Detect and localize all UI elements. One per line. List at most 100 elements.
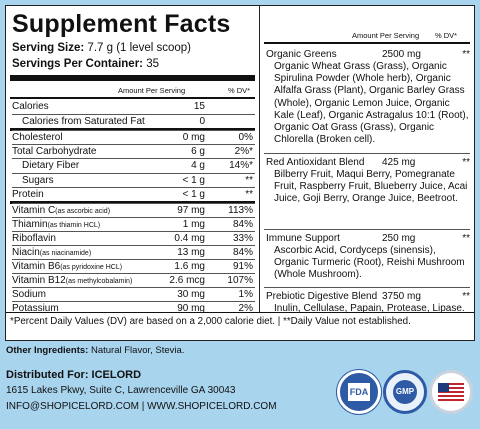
blend-amount: 425 mg <box>382 157 416 168</box>
blend-amount: 2500 mg <box>382 49 421 60</box>
blend-title: Immune Support <box>266 233 340 244</box>
nutrient-amount: 90 mg <box>177 303 205 315</box>
dv-header: % DV* <box>228 86 251 95</box>
amount-header: Amount Per Serving <box>118 86 186 95</box>
nutrient-dv: 2%* <box>234 146 253 158</box>
nutrient-dv: 84% <box>232 247 253 258</box>
nutrient-amount: 97 mg <box>177 204 205 216</box>
nutrient-name: Calories from Saturated Fat <box>22 116 145 128</box>
nutrient-dv: 1% <box>238 289 253 301</box>
nutrient-name: Sugars <box>22 174 54 186</box>
blend-ingredients: Ascorbic Acid, Cordyceps (sinensis), Org… <box>274 245 465 281</box>
blend-separator <box>264 287 470 288</box>
nutrient-amount: 6 g <box>191 146 205 158</box>
nutrient-amount: 15 <box>193 101 205 112</box>
section-rule <box>10 128 255 132</box>
nutrient-amount: 13 mg <box>177 247 205 258</box>
nutrient-dv: 107% <box>227 275 253 287</box>
fda-badge-icon: FDA <box>337 370 381 414</box>
nutrient-row: Cholesterol 0 mg 0% <box>12 130 255 145</box>
blend-dv: ** <box>462 233 470 244</box>
servings-per-container: Servings Per Container: 35 <box>12 58 160 70</box>
nutrient-row: Potassium 90 mg 2% <box>12 301 255 316</box>
nutrient-amount: 0.4 mg <box>174 232 205 244</box>
nutrient-amount: 0 mg <box>182 132 205 144</box>
facts-left-column: Supplement Facts Serving Size: 7.7 g (1 … <box>6 6 260 314</box>
distributor-address: 1615 Lakes Pkwy, Suite C, Lawrenceville … <box>6 385 236 396</box>
nutrient-amount: < 1 g <box>182 174 205 186</box>
gmp-badge-icon: GMP <box>383 370 427 414</box>
blend-amount: 250 mg <box>382 233 416 244</box>
nutrient-name: Thiamin(as thiamin HCL) <box>12 218 101 230</box>
nutrient-dv: 0% <box>238 132 253 144</box>
nutrient-amount: < 1 g <box>182 188 205 200</box>
nutrient-name: Vitamin B12(as methylcobalamin) <box>12 275 133 287</box>
blend-title: Red Antioxidant Blend <box>266 157 365 168</box>
thick-rule <box>10 75 255 81</box>
footnote: *Percent Daily Values (DV) are based on … <box>10 316 411 327</box>
nutrient-row: Vitamin B12(as methylcobalamin) 2.6 mcg 10… <box>12 273 255 288</box>
other-ingredients: Other Ingredients: Natural Flavor, Stevi… <box>6 345 185 356</box>
nutrient-name: Cholesterol <box>12 132 63 144</box>
nutrient-name: Calories <box>12 101 49 112</box>
nutrient-amount: 0 <box>199 116 205 128</box>
nutrient-amount: 30 mg <box>177 289 205 301</box>
nutrient-dv: 2% <box>238 303 253 315</box>
nutrient-row: Protein < 1 g ** <box>12 186 255 202</box>
blend-block: Prebiotic Digestive Blend 3750 mg ** Inulin… <box>266 290 470 315</box>
label-title: Supplement Facts <box>12 10 231 38</box>
nutrient-name: Vitamin B6(as pyridoxine HCL) <box>12 261 123 273</box>
nutrient-row: Riboflavin 0.4 mg 33% <box>12 230 255 246</box>
footnote-rule <box>6 312 474 313</box>
header-rule-right <box>264 42 470 44</box>
nutrient-dv: ** <box>245 188 253 200</box>
blend-block: Red Antioxidant Blend 425 mg ** Bilberry Fr… <box>266 156 470 206</box>
blend-dv: ** <box>462 49 470 60</box>
nutrient-dv: ** <box>245 174 253 186</box>
blend-right-column: Amount Per Serving % DV* Organic Greens 2… <box>260 6 474 315</box>
supplement-facts-label: Supplement Facts Serving Size: 7.7 g (1 … <box>5 5 475 341</box>
amount-header-right: Amount Per Serving <box>352 31 420 40</box>
blend-ingredients: Organic Wheat Grass (Grass), Organic Spi… <box>274 61 469 146</box>
blend-title: Organic Greens <box>266 49 337 60</box>
nutrient-amount: 1 mg <box>182 218 205 230</box>
nutrient-name: Riboflavin <box>12 232 56 244</box>
section-rule <box>10 200 255 204</box>
nutrient-row: Calories from Saturated Fat 0 <box>12 114 255 129</box>
nutrient-amount: 2.6 mcg <box>169 275 205 287</box>
serving-size: Serving Size: 7.7 g (1 level scoop) <box>12 42 191 54</box>
nutrient-row: Dietary Fiber 4 g 14%* <box>12 158 255 173</box>
blend-dv: ** <box>462 157 470 168</box>
nutrient-row: Sugars < 1 g ** <box>12 172 255 188</box>
nutrient-row: Niacin(as niacinamide) 13 mg 84% <box>12 245 255 260</box>
blend-dv: ** <box>462 291 470 302</box>
nutrient-dv: 33% <box>232 232 253 244</box>
nutrient-amount: 1.6 mg <box>174 261 205 273</box>
blend-block: Organic Greens 2500 mg ** Organic Wheat Gra… <box>266 48 470 146</box>
nutrient-amount: 4 g <box>191 160 205 172</box>
nutrient-row: Vitamin B6(as pyridoxine HCL) 1.6 mg 91% <box>12 259 255 274</box>
nutrient-row: Total Carbohydrate 6 g 2%* <box>12 144 255 159</box>
nutrient-name: Sodium <box>12 289 46 301</box>
header-rule <box>10 97 255 99</box>
nutrient-name: Potassium <box>12 303 59 315</box>
nutrient-dv: 14%* <box>229 160 253 172</box>
blend-title: Prebiotic Digestive Blend <box>266 291 378 302</box>
blend-block: Immune Support 250 mg ** Ascorbic Acid, Cor… <box>266 232 470 282</box>
us-flag-icon <box>429 370 473 414</box>
blend-ingredients: Inulin, Cellulase, Papain, Protease, Lip… <box>274 303 465 314</box>
nutrient-name: Dietary Fiber <box>22 160 80 172</box>
nutrient-row: Sodium 30 mg 1% <box>12 287 255 302</box>
dv-header-right: % DV* <box>435 31 458 40</box>
distributor-info: Distributed For: ICELORD 1615 Lakes Pkwy… <box>6 367 277 415</box>
nutrient-dv: 113% <box>228 204 253 216</box>
nutrient-dv: 84% <box>232 218 253 230</box>
distributor-name: Distributed For: ICELORD <box>6 369 142 381</box>
blend-separator <box>264 229 470 230</box>
certification-badges: FDA GMP <box>337 370 477 420</box>
nutrient-row: Thiamin(as thiamin HCL) 1 mg 84% <box>12 216 255 232</box>
distributor-contact: INFO@SHOPICELORD.COM | WWW.SHOPICELORD.C… <box>6 401 277 412</box>
nutrient-name: Niacin(as niacinamide) <box>12 247 92 258</box>
blend-separator <box>264 153 470 154</box>
nutrient-name: Vitamin C(as ascorbic acid) <box>12 204 111 216</box>
